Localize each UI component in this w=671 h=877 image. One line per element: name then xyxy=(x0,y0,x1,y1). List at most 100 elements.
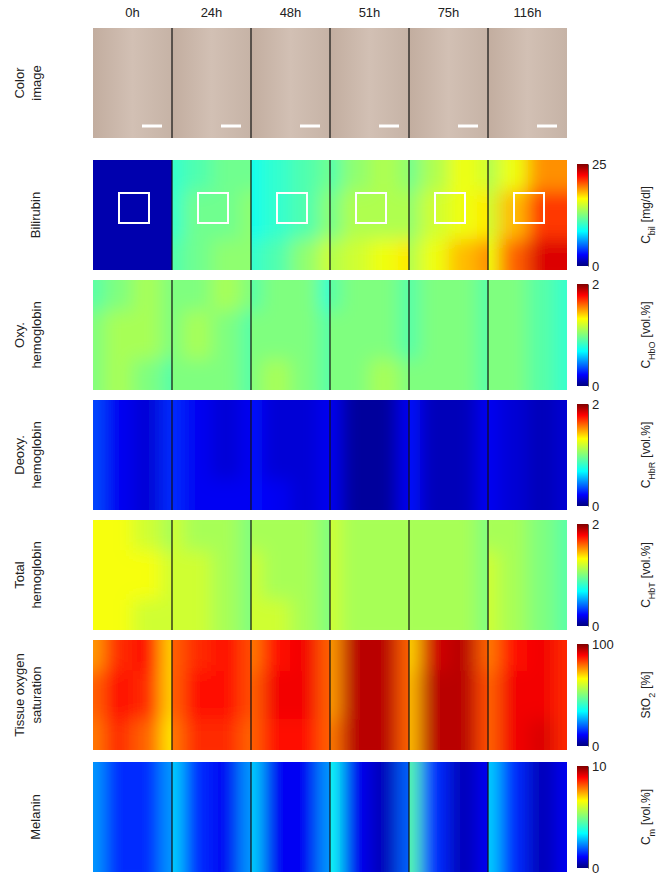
cell xyxy=(341,479,371,510)
cell xyxy=(93,520,105,552)
cell xyxy=(398,520,409,552)
cell xyxy=(556,719,567,750)
cell xyxy=(183,520,213,552)
cells xyxy=(251,280,330,390)
panel-separator xyxy=(408,762,409,872)
cell xyxy=(409,551,421,601)
cell xyxy=(104,431,134,481)
cell xyxy=(341,160,371,192)
panel-separator xyxy=(171,160,172,270)
cell xyxy=(499,719,529,750)
map-panel xyxy=(93,640,172,750)
cell xyxy=(212,719,242,750)
row: Bilirubin025Cbil[mg/dl] xyxy=(28,142,657,289)
cell xyxy=(449,311,479,361)
panel-separator xyxy=(329,160,330,270)
cell xyxy=(449,551,479,601)
cell xyxy=(370,191,400,241)
cell xyxy=(133,599,163,630)
cell xyxy=(161,599,172,630)
colorbar-label-main: C xyxy=(639,235,653,244)
cell xyxy=(398,671,409,721)
map-panel xyxy=(93,520,172,630)
cell xyxy=(319,599,330,630)
cell xyxy=(262,400,292,432)
cell xyxy=(449,671,479,721)
map-panel xyxy=(409,160,488,270)
cell xyxy=(212,551,242,601)
cell xyxy=(409,599,421,630)
panel-separator xyxy=(250,28,251,138)
map-panel xyxy=(330,280,409,390)
cell xyxy=(212,671,242,721)
cell xyxy=(240,599,251,630)
cell xyxy=(133,359,163,390)
cell xyxy=(409,160,421,192)
row-label: Melanin xyxy=(28,794,43,840)
cell xyxy=(330,160,342,192)
cell xyxy=(183,762,213,794)
cell xyxy=(212,599,242,630)
cell xyxy=(409,762,421,794)
cells xyxy=(330,160,409,270)
cell xyxy=(319,671,330,721)
cell xyxy=(161,239,172,270)
cell xyxy=(409,239,421,270)
cell xyxy=(133,671,163,721)
cells xyxy=(93,160,172,270)
panel-separator xyxy=(408,160,409,270)
cell xyxy=(251,793,263,843)
cell xyxy=(133,793,163,843)
cell xyxy=(183,719,213,750)
cell xyxy=(556,599,567,630)
panel-separator xyxy=(487,160,488,270)
cells xyxy=(409,762,488,872)
colorbar-axis: 0100 xyxy=(588,637,614,754)
cell xyxy=(93,311,105,361)
cells xyxy=(330,640,409,750)
cell xyxy=(183,599,213,630)
cell xyxy=(499,431,529,481)
cell xyxy=(330,400,342,432)
cell xyxy=(93,160,105,192)
cell xyxy=(161,359,172,390)
cell xyxy=(104,400,134,432)
cell xyxy=(262,239,292,270)
cell xyxy=(477,311,488,361)
cell xyxy=(528,599,558,630)
map-panel xyxy=(251,280,330,390)
cell xyxy=(449,191,479,241)
panel-separator xyxy=(487,280,488,390)
cell xyxy=(420,551,450,601)
scale-bar xyxy=(142,125,162,128)
panel-separator xyxy=(329,640,330,750)
tick: 2 xyxy=(588,277,599,292)
cells xyxy=(488,280,567,390)
cell xyxy=(291,311,321,361)
cell xyxy=(291,640,321,672)
cell xyxy=(251,160,263,192)
colorbar-axis: 025 xyxy=(588,157,606,274)
cell xyxy=(251,479,263,510)
cell xyxy=(499,239,529,270)
cell xyxy=(409,191,421,241)
cell xyxy=(477,841,488,872)
colorbar-label-unit: [mg/dl] xyxy=(639,186,653,222)
cell xyxy=(104,239,134,270)
cell xyxy=(240,431,251,481)
row: Totalhemoglobin02CHbT[vol.%] xyxy=(12,502,657,649)
cell xyxy=(93,599,105,630)
tick-label: 2 xyxy=(592,397,599,412)
cell xyxy=(93,640,105,672)
cell xyxy=(398,719,409,750)
tick: 25 xyxy=(588,157,606,172)
cell xyxy=(341,793,371,843)
cell xyxy=(172,431,184,481)
row: Deoxy.hemoglobin02CHbR[vol.%] xyxy=(12,382,657,529)
cell xyxy=(398,160,409,192)
cell xyxy=(212,520,242,552)
map-panel xyxy=(93,762,172,872)
tick: 0 xyxy=(588,379,599,394)
cell xyxy=(212,160,242,192)
panel-separator xyxy=(171,28,172,138)
